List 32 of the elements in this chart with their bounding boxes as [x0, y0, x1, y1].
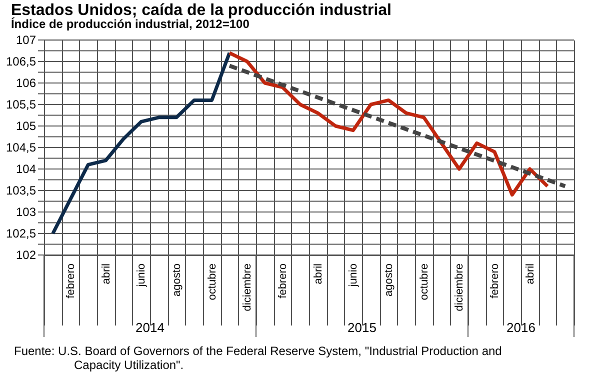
y-tick-label: 102,5 — [6, 226, 36, 240]
text: 2014 — [136, 320, 164, 335]
y-tick-label: 104,5 — [6, 140, 36, 154]
y-tick-label: 107 — [16, 33, 36, 47]
x-tick-label: diciembre — [454, 264, 466, 312]
text: 2015 — [348, 320, 376, 335]
y-tick-label: 103,5 — [6, 184, 36, 198]
x-tick-label: junio — [136, 264, 148, 288]
x-tick-label: octubre — [206, 264, 218, 300]
x-tick-label: agosto — [171, 264, 183, 297]
x-tick-label: agosto — [383, 264, 395, 297]
y-tick-label: 104 — [16, 162, 36, 176]
x-tick-label: diciembre — [242, 264, 254, 312]
x-tick-label: octubre — [418, 264, 430, 300]
x-tick-label: abril — [100, 264, 112, 284]
y-tick-label: 106 — [16, 76, 36, 90]
x-tick-label: febrero — [277, 264, 289, 298]
source-note: Fuente: U.S. Board of Governors of the Federal Reserve System, "Industrial Production and Capacity Utilization". — [14, 344, 502, 372]
y-tick-label: 105 — [16, 119, 36, 133]
x-tick-label: abril — [524, 264, 536, 284]
y-tick-label: 105,5 — [6, 98, 36, 112]
line-series — [228, 51, 550, 197]
chart-subtitle: Índice de producción industrial, 2012=100 — [10, 17, 250, 31]
x-tick-label: abril — [312, 264, 324, 284]
text: 2016 — [506, 320, 536, 335]
x-tick-label: febrero — [65, 264, 77, 298]
y-tick-label: 103 — [16, 205, 36, 219]
x-tick-label: junio — [348, 264, 360, 288]
y-tick-label: 106,5 — [6, 54, 36, 68]
line-series — [51, 51, 232, 236]
x-tick-label: febrero — [489, 264, 501, 298]
y-tick-label: 102 — [16, 248, 36, 262]
